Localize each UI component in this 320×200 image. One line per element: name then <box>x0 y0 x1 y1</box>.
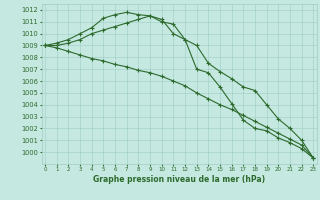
X-axis label: Graphe pression niveau de la mer (hPa): Graphe pression niveau de la mer (hPa) <box>93 175 265 184</box>
